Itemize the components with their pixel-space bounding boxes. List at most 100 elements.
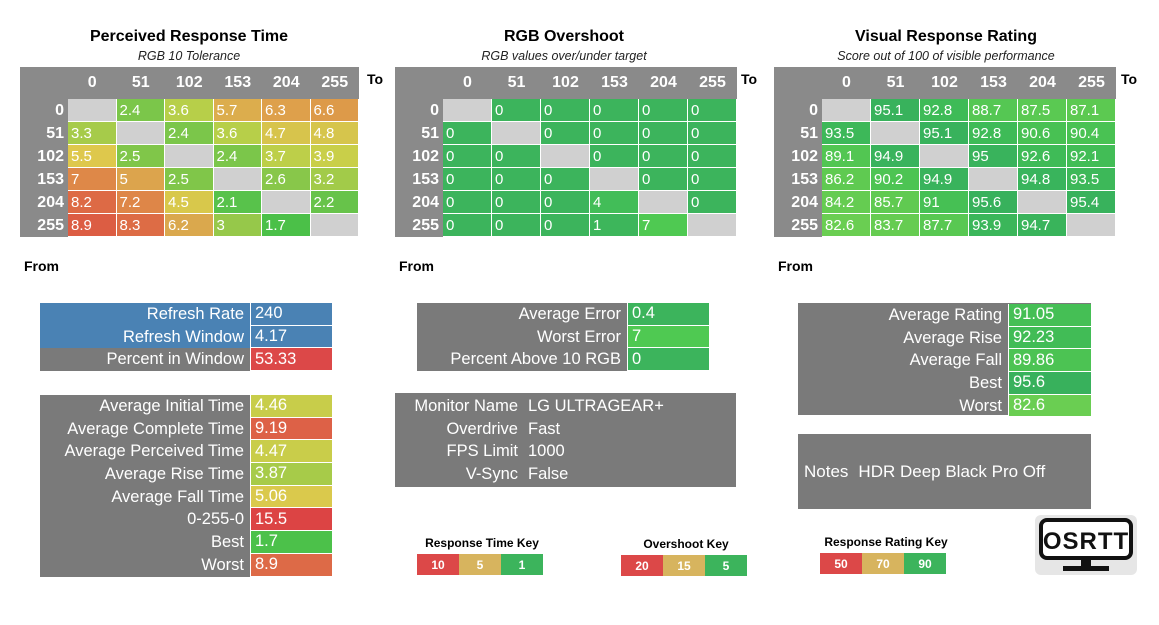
row-header: 153 <box>20 168 68 191</box>
matrix-cell: 84.2 <box>822 191 871 214</box>
response-key-title: Response Time Key <box>425 536 539 550</box>
stat-row: Worst Error 7 <box>417 325 709 349</box>
matrix-cell: 0 <box>492 168 541 191</box>
column-header: 51 <box>492 67 541 99</box>
column-header: 204 <box>639 67 688 99</box>
matrix-cell: 4.7 <box>262 122 311 145</box>
notes-panel: Notes HDR Deep Black Pro Off <box>798 434 1091 509</box>
row-header: 153 <box>774 168 822 191</box>
diagonal-cell <box>969 168 1018 191</box>
diagonal-cell <box>213 168 262 191</box>
from-label: From <box>778 258 813 274</box>
diagonal-cell <box>165 145 214 168</box>
stat-value: LG ULTRAGEAR+ <box>528 396 664 415</box>
matrix-cell: 3.2 <box>310 168 359 191</box>
stat-row: Average Error 0.4 <box>417 303 709 326</box>
matrix-cell: 92.8 <box>920 99 969 122</box>
row-header: 51 <box>20 122 68 145</box>
matrix-cell: 2.6 <box>262 168 311 191</box>
diagonal-cell <box>688 214 737 237</box>
row-header: 204 <box>774 191 822 214</box>
key-swatch: 20 <box>621 555 663 576</box>
stat-value: 15.5 <box>250 508 332 532</box>
row-header: 0 <box>395 99 443 122</box>
matrix-cell: 5.7 <box>213 99 262 122</box>
diagonal-cell <box>443 99 492 122</box>
stat-label: Average Rise <box>903 328 1002 347</box>
matrix-cell: 0 <box>492 191 541 214</box>
matrix-cell: 92.6 <box>1018 145 1067 168</box>
stat-row: Average Rise Time 3.87 <box>40 463 332 486</box>
rating-matrix-title: Visual Response Rating <box>855 28 1037 45</box>
stat-value: 89.86 <box>1008 349 1091 373</box>
matrix-cell: 0 <box>492 99 541 122</box>
matrix-cell: 0 <box>443 122 492 145</box>
matrix-corner <box>774 67 822 99</box>
column-header: 102 <box>920 67 969 99</box>
matrix-cell: 1.7 <box>262 214 311 237</box>
matrix-cell: 6.3 <box>262 99 311 122</box>
row-header: 204 <box>395 191 443 214</box>
matrix-cell: 7 <box>68 168 117 191</box>
rating-matrix: 0 51 102 153 204 255 0 95.1 92.8 88.7 87.5 87.1 51 93… <box>774 67 1116 237</box>
column-header: 153 <box>590 67 639 99</box>
stat-value: 91.05 <box>1008 304 1091 327</box>
stat-label: Monitor Name <box>414 396 518 415</box>
matrix-cell: 87.1 <box>1067 99 1116 122</box>
stat-label: Average Perceived Time <box>40 440 250 464</box>
matrix-cell: 93.5 <box>822 122 871 145</box>
matrix-cell: 95.1 <box>920 122 969 145</box>
error-panel: Average Error 0.4 Worst Error 7 Percent Abov… <box>417 303 709 372</box>
overshoot-matrix-subtitle: RGB values over/under target <box>481 49 647 63</box>
stat-row: Average Perceived Time 4.47 <box>40 440 332 464</box>
matrix-cell: 0 <box>639 168 688 191</box>
to-label: To <box>1121 71 1138 87</box>
stat-row: Overdrive Fast <box>395 418 736 441</box>
stat-row: Average Rating 91.05 <box>798 304 1091 327</box>
stat-row: Monitor Name LG ULTRAGEAR+ <box>395 395 736 418</box>
diagonal-cell <box>541 145 590 168</box>
stat-label: Worst Error <box>417 325 627 349</box>
matrix-cell: 0 <box>688 122 737 145</box>
column-header: 0 <box>68 67 117 99</box>
matrix-cell: 95 <box>969 145 1018 168</box>
to-label: To <box>741 71 758 87</box>
column-header: 102 <box>165 67 214 99</box>
stat-row: Average Initial Time 4.46 <box>40 395 332 418</box>
matrix-cell: 93.5 <box>1067 168 1116 191</box>
from-label: From <box>24 258 59 274</box>
matrix-cell: 0 <box>541 122 590 145</box>
matrix-cell: 82.6 <box>822 214 871 237</box>
matrix-cell: 94.9 <box>871 145 920 168</box>
row-header: 102 <box>20 145 68 168</box>
stat-label: Worst <box>40 553 250 577</box>
matrix-cell: 90.2 <box>871 168 920 191</box>
stat-value: 0.4 <box>627 303 709 326</box>
matrix-cell: 4.8 <box>310 122 359 145</box>
matrix-cell: 0 <box>443 145 492 168</box>
diagonal-cell <box>871 122 920 145</box>
column-header: 153 <box>969 67 1018 99</box>
overshoot-matrix-title: RGB Overshoot <box>503 28 624 45</box>
matrix-cell: 0 <box>688 191 737 214</box>
matrix-cell: 89.1 <box>822 145 871 168</box>
matrix-cell: 94.9 <box>920 168 969 191</box>
row-header: 102 <box>774 145 822 168</box>
rating-matrix-subtitle: Score out of 100 of visible performance <box>837 49 1055 63</box>
stat-label: Average Rating <box>888 305 1002 324</box>
matrix-cell: 0 <box>639 99 688 122</box>
stat-value: 9.19 <box>250 417 332 441</box>
to-label: To <box>367 71 384 87</box>
stat-label: Average Complete Time <box>40 417 250 441</box>
stat-row: Average Fall Time 5.06 <box>40 485 332 509</box>
stat-label: Worst <box>959 396 1002 415</box>
stat-label: FPS Limit <box>446 442 518 461</box>
diagonal-cell <box>590 168 639 191</box>
stat-label: Average Fall <box>909 351 1002 370</box>
matrix-cell: 4 <box>590 191 639 214</box>
matrix-cell: 2.2 <box>310 191 359 214</box>
matrix-cell: 0 <box>492 145 541 168</box>
stat-row: Refresh Rate 240 <box>40 303 332 326</box>
matrix-cell: 4.5 <box>165 191 214 214</box>
stat-row: Worst 8.9 <box>40 553 332 577</box>
